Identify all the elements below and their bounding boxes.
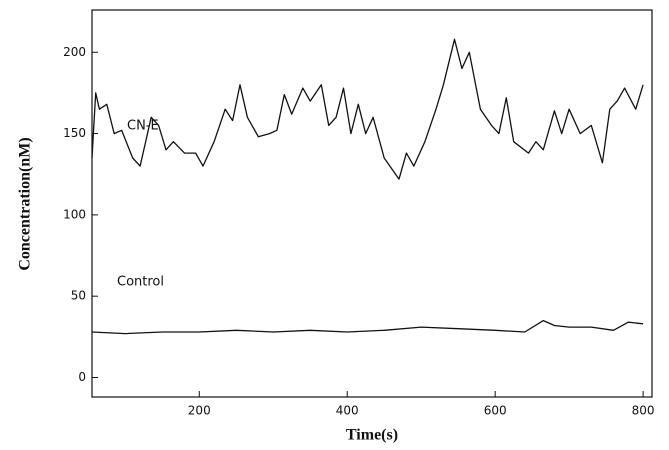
x-tick-label: 800 [632, 404, 655, 418]
y-tick-label: 100 [63, 207, 86, 221]
x-tick-label: 400 [336, 404, 359, 418]
y-tick-label: 200 [63, 45, 86, 59]
y-axis-label: Concentration(nM) [17, 137, 34, 270]
annotation: Control [117, 275, 164, 290]
y-tick-label: 50 [71, 289, 86, 303]
plot-frame [91, 9, 653, 398]
y-tick-label: 150 [63, 126, 86, 140]
data-line [91, 319, 644, 335]
x-tick-label: 200 [188, 404, 211, 418]
x-axis-label: Time(s) [346, 427, 398, 444]
y-tick-label: 0 [78, 370, 86, 384]
x-tick-label: 600 [484, 404, 507, 418]
data-line [91, 38, 644, 180]
annotation: CN-E [127, 119, 159, 134]
